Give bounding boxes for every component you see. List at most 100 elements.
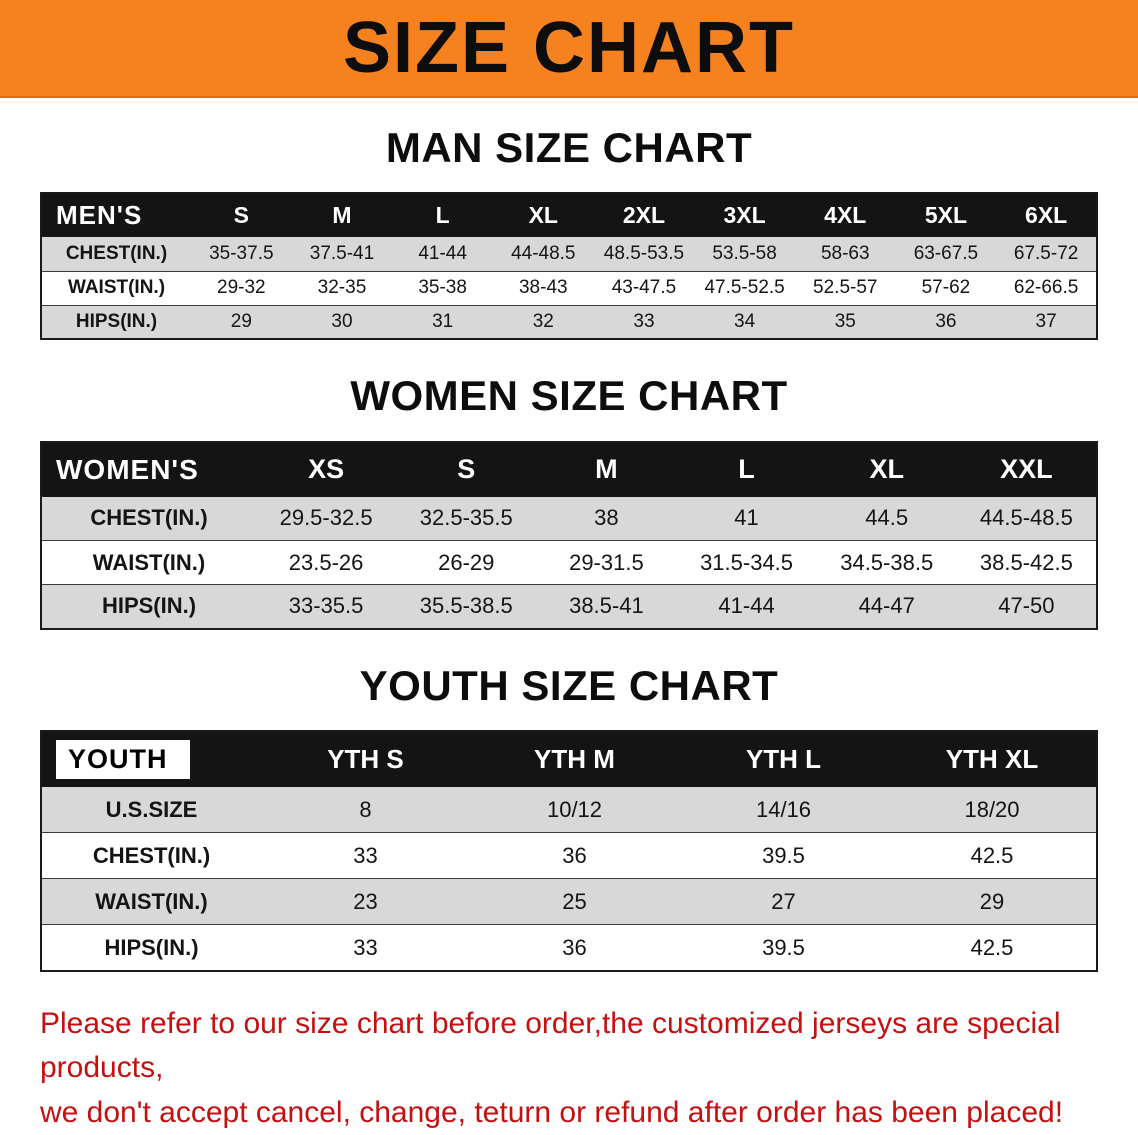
size-value-cell: 29 bbox=[979, 888, 1005, 914]
size-value-cell: 29.5-32.5 bbox=[279, 505, 373, 531]
size-column-header: XXL bbox=[956, 441, 1097, 497]
size-value-cell: 41 bbox=[734, 505, 759, 531]
size-value-cell: 44-48.5 bbox=[511, 243, 576, 265]
size-value-cell: 25 bbox=[562, 888, 587, 914]
size-value-cell: 42.5 bbox=[970, 934, 1014, 960]
table-row: WAIST(IN.) 23.5-26 26-29 29-31.5 31.5-34.5 34… bbox=[41, 540, 1097, 585]
size-value-cell: 30 bbox=[331, 311, 353, 333]
size-value-cell: 35-38 bbox=[418, 277, 467, 299]
size-value-cell: 33 bbox=[353, 842, 378, 868]
size-column-header: YTH XL bbox=[888, 730, 1097, 787]
size-value-cell: 41-44 bbox=[718, 593, 775, 619]
size-value-cell: 33 bbox=[633, 311, 655, 333]
table-row: WAIST(IN.) 23 25 27 29 bbox=[41, 878, 1097, 925]
size-value-cell: 62-66.5 bbox=[1013, 277, 1079, 299]
size-column-header: M bbox=[536, 441, 677, 497]
table-row: CHEST(IN.) 33 36 39.5 42.5 bbox=[41, 832, 1097, 879]
size-value-cell: 29-31.5 bbox=[569, 549, 644, 575]
size-value-cell: 8 bbox=[359, 796, 372, 822]
size-value-cell: 35 bbox=[834, 311, 856, 333]
size-value-cell: 52.5-57 bbox=[813, 277, 878, 299]
men-size-table: MEN'S S M L XL 2XL 3XL 4XL 5XL 6XL CHEST(IN.) 35-37… bbox=[40, 192, 1098, 341]
measurement-row-label: WAIST(IN.) bbox=[67, 277, 166, 299]
table-header-row: MEN'S S M L XL 2XL 3XL 4XL 5XL 6XL bbox=[41, 193, 1097, 238]
size-value-cell: 27 bbox=[771, 888, 796, 914]
youth-size-table: YOUTH YTH S YTH M YTH L YTH XL U.S.SIZE 8 10/12… bbox=[40, 729, 1098, 972]
size-column-header: YTH L bbox=[679, 730, 888, 787]
size-table: WOMEN'S XS S M L XL XXL CHEST(IN.) 29.5-32.5 32.5… bbox=[40, 440, 1098, 630]
notice-line-2: we don't accept cancel, change, teturn o… bbox=[40, 1095, 1064, 1129]
size-value-cell: 47.5-52.5 bbox=[704, 277, 785, 299]
size-value-cell: 32.5-35.5 bbox=[419, 505, 513, 531]
size-value-cell: 23.5-26 bbox=[288, 549, 364, 575]
size-table: YOUTH YTH S YTH M YTH L YTH XL U.S.SIZE 8 10/12… bbox=[40, 729, 1098, 972]
size-value-cell: 43-47.5 bbox=[611, 277, 677, 299]
size-value-cell: 39.5 bbox=[762, 934, 805, 960]
size-value-cell: 35-37.5 bbox=[209, 243, 274, 265]
size-value-cell: 23 bbox=[353, 888, 378, 914]
table-row: HIPS(IN.) 33-35.5 35.5-38.5 38.5-41 41-44 44-… bbox=[41, 584, 1097, 629]
measurement-row-label: CHEST(IN.) bbox=[92, 842, 211, 868]
table-label-text: YOUTH bbox=[56, 739, 190, 779]
size-value-cell: 53.5-58 bbox=[712, 243, 777, 265]
size-column-header: S bbox=[396, 441, 537, 497]
size-value-cell: 41-44 bbox=[418, 243, 467, 265]
size-value-cell: 31.5-34.5 bbox=[700, 549, 794, 575]
page-title: SIZE CHART bbox=[343, 8, 795, 88]
order-notice: Please refer to our size chart before or… bbox=[40, 1002, 1098, 1135]
size-column-header: XL bbox=[492, 193, 594, 238]
size-value-cell: 29-32 bbox=[217, 277, 266, 299]
measurement-row-label: WAIST(IN.) bbox=[95, 888, 208, 914]
measurement-row-label: HIPS(IN.) bbox=[104, 934, 199, 960]
men-section-heading: MAN SIZE CHART bbox=[385, 124, 753, 171]
table-header-row: YOUTH YTH S YTH M YTH L YTH XL bbox=[41, 730, 1097, 787]
table-label-text: WOMEN'S bbox=[56, 453, 199, 485]
measurement-row-label: WAIST(IN.) bbox=[92, 549, 206, 575]
measurement-row-label: HIPS(IN.) bbox=[75, 311, 158, 333]
table-corner-label: MEN'S bbox=[41, 193, 191, 238]
men-size-section: MAN SIZE CHART MEN'S S M L XL 2XL 3XL 4XL 5XL 6XL… bbox=[0, 124, 1138, 341]
measurement-row-label: HIPS(IN.) bbox=[101, 593, 197, 619]
table-row: CHEST(IN.) 35-37.5 37.5-41 41-44 44-48.5 48.5… bbox=[41, 237, 1097, 272]
table-row: U.S.SIZE 8 10/12 14/16 18/20 bbox=[41, 786, 1097, 833]
size-column-header: YTH M bbox=[470, 730, 679, 787]
size-value-cell: 26-29 bbox=[438, 549, 495, 575]
size-column-header: M bbox=[291, 193, 393, 238]
size-value-cell: 44-47 bbox=[858, 593, 915, 619]
size-value-cell: 34 bbox=[734, 311, 756, 333]
size-column-header: 2XL bbox=[593, 193, 695, 238]
size-column-header: YTH S bbox=[261, 730, 470, 787]
table-row: CHEST(IN.) 29.5-32.5 32.5-35.5 38 41 44.5 44.5… bbox=[41, 496, 1097, 541]
notice-line-1: Please refer to our size chart before or… bbox=[40, 1006, 1061, 1085]
size-value-cell: 42.5 bbox=[970, 842, 1014, 868]
table-corner-label: YOUTH bbox=[41, 730, 261, 787]
size-value-cell: 57-62 bbox=[921, 277, 971, 299]
size-column-header: XS bbox=[256, 441, 397, 497]
women-section-heading: WOMEN SIZE CHART bbox=[350, 372, 788, 420]
size-table: MEN'S S M L XL 2XL 3XL 4XL 5XL 6XL CHEST(IN.) 35-37… bbox=[40, 192, 1098, 341]
size-value-cell: 37.5-41 bbox=[309, 243, 375, 265]
size-column-header: L bbox=[392, 193, 493, 238]
size-value-cell: 18/20 bbox=[964, 796, 1020, 822]
size-column-header: XL bbox=[816, 441, 957, 497]
size-value-cell: 44.5 bbox=[865, 505, 909, 531]
size-value-cell: 67.5-72 bbox=[1013, 243, 1079, 265]
size-value-cell: 38-43 bbox=[518, 277, 568, 299]
size-value-cell: 32-35 bbox=[317, 277, 367, 299]
size-value-cell: 47-50 bbox=[998, 593, 1055, 619]
size-value-cell: 38.5-42.5 bbox=[979, 549, 1073, 575]
measurement-row-label: CHEST(IN.) bbox=[90, 505, 208, 531]
women-size-section: WOMEN SIZE CHART WOMEN'S XS S M L XL XXL CHEST(… bbox=[0, 372, 1138, 630]
size-value-cell: 33-35.5 bbox=[288, 593, 364, 619]
size-value-cell: 39.5 bbox=[762, 842, 805, 868]
size-value-cell: 38.5-41 bbox=[569, 593, 644, 619]
size-value-cell: 34.5-38.5 bbox=[840, 549, 934, 575]
size-value-cell: 31 bbox=[432, 311, 454, 333]
size-column-header: S bbox=[191, 193, 292, 238]
size-value-cell: 36 bbox=[562, 934, 587, 960]
youth-size-section: YOUTH SIZE CHART YOUTH YTH S YTH M YTH L YTH… bbox=[0, 662, 1138, 972]
size-column-header: 4XL bbox=[794, 193, 896, 238]
size-value-cell: 32 bbox=[532, 311, 554, 333]
table-row: HIPS(IN.) 33 36 39.5 42.5 bbox=[41, 924, 1097, 971]
